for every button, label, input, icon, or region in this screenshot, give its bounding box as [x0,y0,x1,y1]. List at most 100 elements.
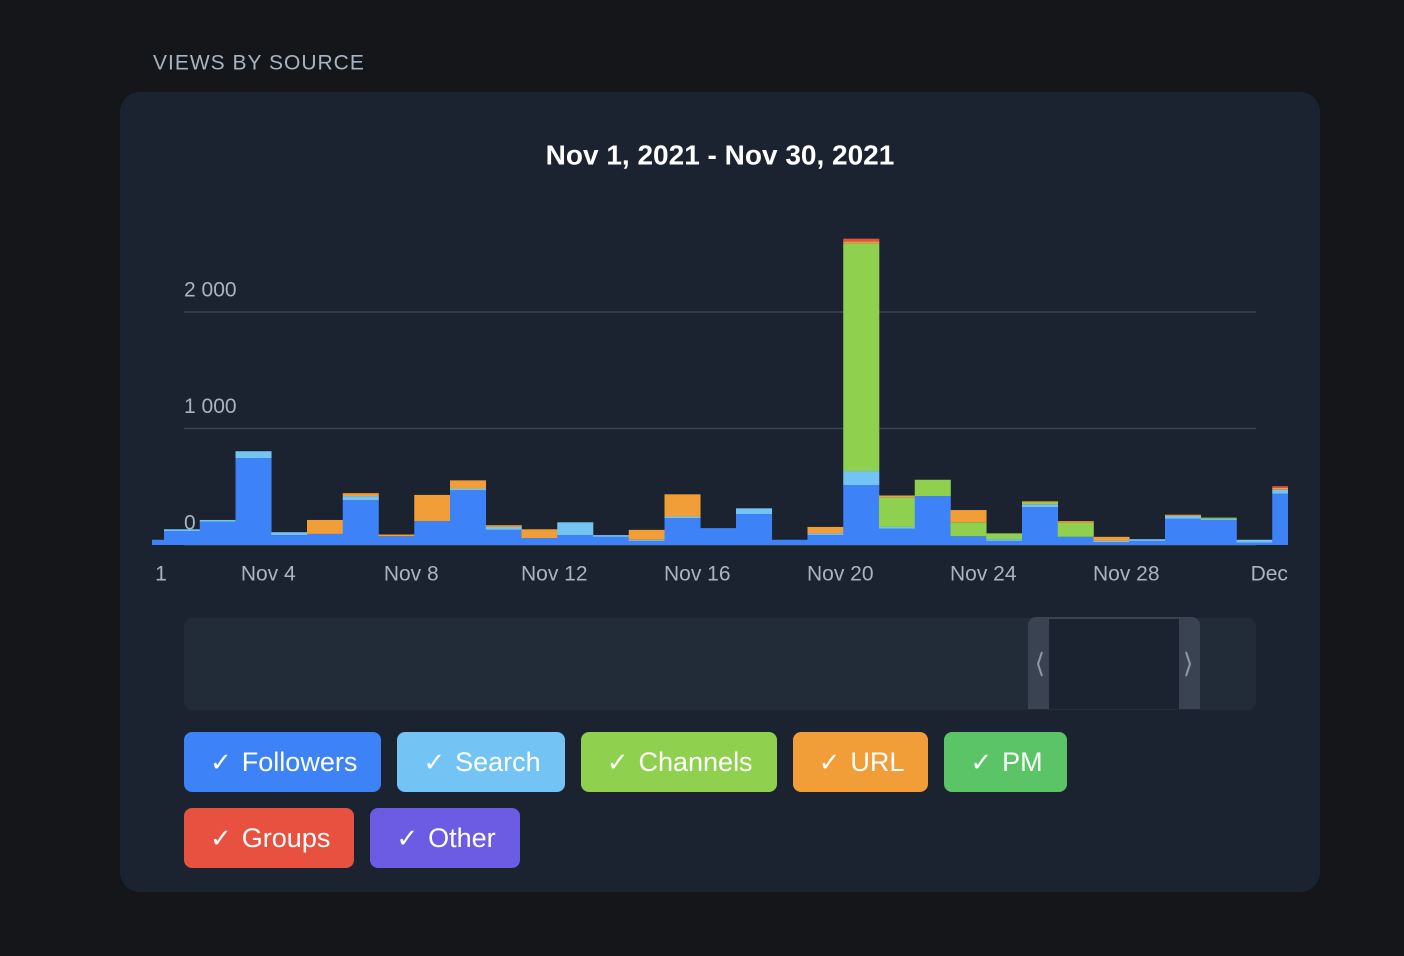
x-tick-label: Nov 20 [807,563,874,586]
bar-segment [986,540,1023,545]
bar-segment [1200,517,1237,519]
check-icon: ✓ [606,746,629,777]
bar-segment [342,500,379,545]
bar-segment [950,522,987,537]
bar-segment [807,533,844,536]
bar-segment [879,497,916,527]
bar-segment [593,535,630,537]
check-icon: ✓ [210,822,232,853]
navigator-handle-right[interactable] [1185,651,1192,677]
check-icon: ✓ [423,746,446,777]
x-tick-label: Nov 24 [950,563,1017,586]
bar-segment [700,528,737,545]
bar-segment [628,540,665,545]
bar-segment [914,479,951,497]
bar-segment [1236,539,1273,543]
legend-label: Search [455,746,541,777]
legend-label: URL [850,746,905,777]
bar-segment [843,471,880,486]
bar-segment [1057,521,1094,523]
bar-segment [450,480,487,489]
bar-segment [199,521,236,545]
bar-segment [807,535,844,545]
bar-segment [414,494,451,522]
bar-segment [485,529,522,545]
bar-segment [521,529,558,539]
bar-segment [843,485,880,545]
x-tick-label: Nov 28 [1093,563,1160,586]
bars [152,238,1288,545]
bar-segment [1022,501,1059,503]
bar-segment [593,536,630,545]
bar-segment [986,533,1023,540]
y-tick-label: 2 000 [184,279,237,302]
legend-toggle[interactable]: ✓ Followers [184,732,382,792]
x-tick-label: Nov 8 [384,563,439,586]
bar-segment [342,496,379,501]
navigator-handle-left[interactable] [1036,651,1043,677]
bar-segment [843,241,880,244]
bar-segment [450,490,487,545]
bar-segment [628,539,665,541]
x-tick-label: Nov 4 [241,563,296,586]
bar-segment [199,519,236,522]
bar-segment [1200,519,1237,545]
bar-segment [879,528,916,545]
bar-segment [1129,539,1166,541]
bar-segment [736,514,773,545]
bar-segment [879,495,916,498]
bar-segment [164,529,201,532]
bar-segment [1022,502,1059,505]
bar-segment [164,531,201,545]
section-title: VIEWS BY SOURCE [153,52,365,75]
legend-label: Followers [241,746,358,777]
check-icon: ✓ [396,822,419,853]
legend-toggle[interactable]: ✓ URL [792,732,929,792]
legend-label: PM [1002,746,1043,777]
bar-segment [1272,493,1288,545]
legend-toggle[interactable]: ✓ Search [397,732,565,792]
legend: ✓ Followers ✓ Search ✓ Channels ✓ URL ✓ PM ✓ Groups… [184,732,1124,868]
bar-segment [414,521,451,545]
bar-segment [521,538,558,545]
legend-toggle[interactable]: ✓ Other [370,808,520,868]
bar-segment [1022,504,1059,508]
bar-segment [235,458,272,545]
bar-segment [664,516,701,519]
bar-segment [807,526,844,534]
bar-segment [1129,540,1166,545]
bar-segment [879,526,916,529]
bar-segment [1165,515,1202,519]
bar-segment [950,510,987,523]
bar-segment [235,451,272,459]
bar-segment [843,243,880,472]
bar-segment [736,508,773,515]
x-axis: 1 Nov 4 Nov 8 Nov 12 Nov 16 Nov 20 Nov 24 Nov 2… [155,563,1288,586]
bar-segment [1165,518,1202,545]
bar-segment [307,533,344,545]
bar-segment [307,519,344,534]
bar-segment [1272,486,1288,488]
bar-segment [378,536,415,545]
legend-toggle[interactable]: ✓ Channels [580,732,777,792]
bar-segment [557,522,594,536]
check-icon: ✓ [818,746,841,777]
bar-segment [843,238,880,242]
bar-segment [771,539,808,545]
bar-segment [1272,489,1288,494]
y-tick-label: 1 000 [184,395,237,418]
bar-segment [1057,536,1094,545]
bar-segment [485,525,522,527]
bar-segment [271,535,308,545]
bar-segment [664,494,701,517]
bar-segment [664,518,701,545]
legend-toggle[interactable]: ✓ PM [944,732,1067,792]
y-tick-label: 0 [184,512,196,535]
legend-toggle[interactable]: ✓ Groups [184,808,355,868]
bar-segment [1093,540,1130,543]
bar-segment [1165,514,1202,516]
check-icon: ✓ [210,746,232,777]
bar-segment [152,539,165,545]
